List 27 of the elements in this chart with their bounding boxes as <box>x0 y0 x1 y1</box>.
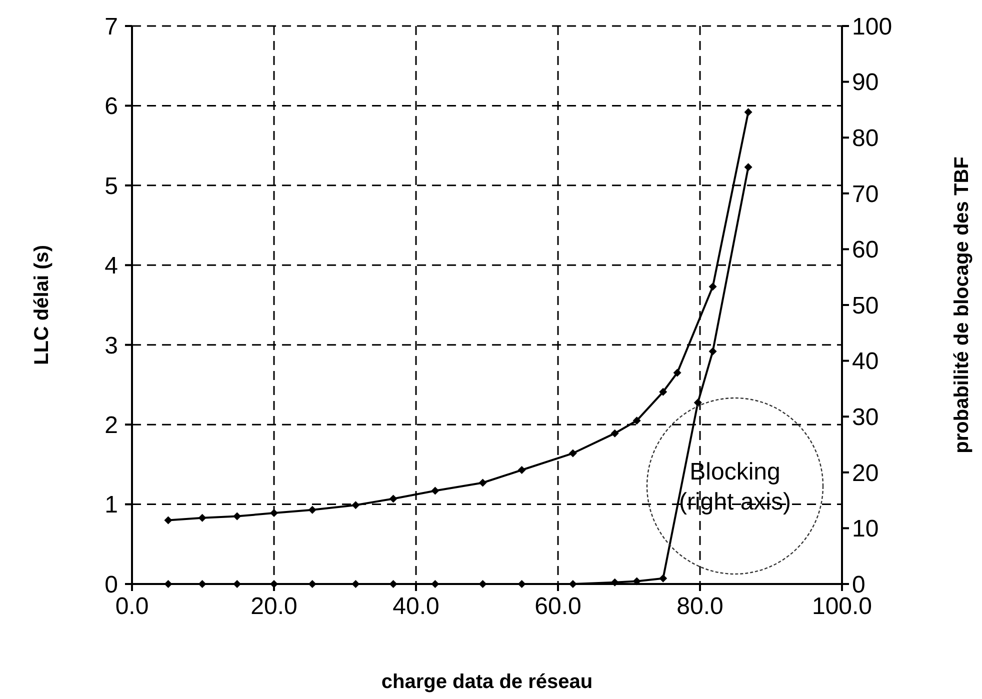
y2-tick-label: 90 <box>852 69 879 96</box>
y2-tick-label: 80 <box>852 125 879 152</box>
y2-tick-label: 70 <box>852 180 879 208</box>
y2-tick-label: 40 <box>852 348 879 376</box>
y-tick-label: 5 <box>104 172 118 200</box>
y-tick-label: 6 <box>104 93 118 120</box>
y2-tick-label: 100 <box>852 13 892 40</box>
x-axis-title: charge data de réseau <box>381 671 593 693</box>
y2-tick-label: 20 <box>852 460 879 487</box>
y-tick-label: 7 <box>104 13 118 40</box>
y2-tick-label: 60 <box>852 236 879 264</box>
x-tick-label: 60.0 <box>534 593 582 620</box>
y2-tick-label: 50 <box>852 292 879 320</box>
x-tick-label: 80.0 <box>676 593 724 620</box>
x-tick-label: 40.0 <box>392 593 440 620</box>
y2-tick-label: 30 <box>852 404 879 431</box>
y2-tick-label: 10 <box>852 516 879 543</box>
y-tick-label: 1 <box>104 492 118 519</box>
y2-axis-title: probabilité de blocage des TBF <box>951 156 973 454</box>
y-tick-label: 3 <box>104 332 118 360</box>
x-tick-label: 20.0 <box>250 593 298 620</box>
annotation: Blocking (right axis) <box>678 458 792 516</box>
y-tick-label: 0 <box>104 571 118 598</box>
x-tick-label: 0.0 <box>115 593 149 620</box>
y-axis-title: LLC délai (s) <box>31 244 53 366</box>
y-tick-label: 4 <box>104 252 118 280</box>
y-tick-label: 2 <box>104 412 118 439</box>
